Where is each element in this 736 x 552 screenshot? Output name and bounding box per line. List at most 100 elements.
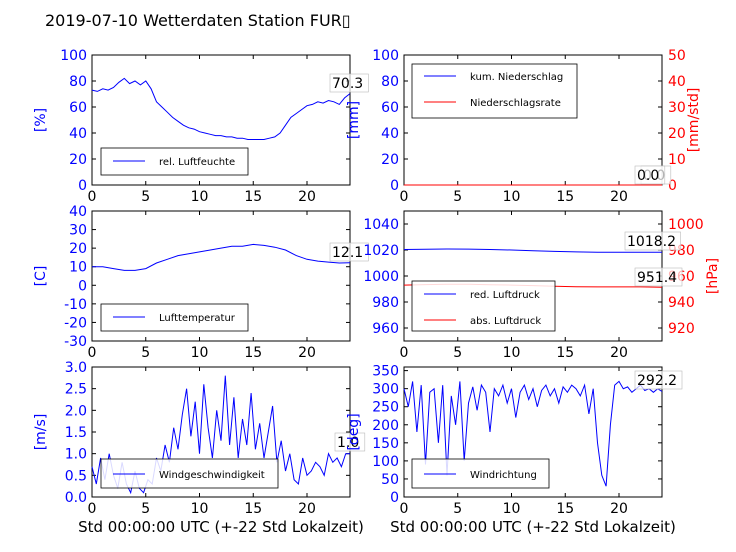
value-annotation: 1.0 bbox=[337, 435, 359, 451]
y-tick-label: 100 bbox=[60, 48, 87, 64]
y-tick-label-right: 920 bbox=[668, 321, 695, 337]
x-tick-label: 15 bbox=[244, 345, 262, 361]
y-tick-label: 1.0 bbox=[65, 447, 87, 463]
x-tick-label: 15 bbox=[244, 189, 262, 205]
x-tick-label: 5 bbox=[141, 501, 150, 517]
windspeed-panel: 0 5 10 15 20 0.0 0.5 1.0 1.5 2.0 2.5 3.0 [m/s] Windge… bbox=[33, 360, 366, 517]
x-tick-label: 5 bbox=[453, 501, 462, 517]
y-tick-label: 40 bbox=[69, 126, 87, 142]
value-annotation: 0.0 bbox=[637, 168, 659, 184]
y-tick-label-right: 1000 bbox=[668, 217, 704, 233]
humidity-panel: 0 5 10 15 20 0 20 40 60 80 100 [%] rel. Luftfeuchte 7… bbox=[33, 48, 369, 205]
y-axis-label: [C] bbox=[33, 266, 49, 287]
series-line-red-luftdruck bbox=[403, 248, 662, 253]
y-axis-label-right: [mm/std] bbox=[686, 88, 702, 153]
value-annotation-box bbox=[634, 165, 666, 185]
legend-label: kum. Niederschlag bbox=[470, 72, 563, 83]
y-tick-label: 20 bbox=[69, 241, 87, 257]
series-line-rel-luftfeuchte bbox=[91, 77, 351, 140]
y-tick-label: 0 bbox=[390, 178, 399, 194]
legend-label: red. Luftdruck bbox=[470, 290, 540, 301]
y-tick-label: 350 bbox=[372, 364, 399, 380]
y-tick-label: 980 bbox=[372, 295, 399, 311]
y-axis-label: [mm] bbox=[346, 101, 362, 139]
x-tick-label: 5 bbox=[141, 345, 150, 361]
x-tick-label: 5 bbox=[453, 345, 462, 361]
y-tick-label: 200 bbox=[372, 418, 399, 434]
y-tick-label: 0 bbox=[78, 278, 87, 294]
precipitation-panel: 0 5 10 15 20 0 20 40 60 80 100 0 10 20 30 40 50 [mm] [mm/s… bbox=[346, 48, 702, 205]
y-tick-label: 60 bbox=[69, 100, 87, 116]
y-tick-label: 0 bbox=[390, 490, 399, 506]
y-tick-label: 0 bbox=[78, 178, 87, 194]
y-tick-label: -10 bbox=[64, 297, 87, 313]
series-line-lufttemperatur bbox=[92, 243, 351, 271]
value-annotation-box bbox=[634, 267, 683, 287]
x-tick-label: 0 bbox=[400, 501, 409, 517]
x-tick-label: 20 bbox=[298, 345, 316, 361]
y-tick-label: 3.0 bbox=[65, 360, 87, 376]
legend-box bbox=[100, 147, 249, 176]
y-tick-label: 2.0 bbox=[65, 403, 87, 419]
legend-label: Niederschlagsrate bbox=[470, 98, 561, 109]
y-tick-label: 1.5 bbox=[65, 425, 87, 441]
y-tick-label: 100 bbox=[372, 454, 399, 470]
x-tick-label: 10 bbox=[503, 345, 521, 361]
x-tick-label: 15 bbox=[556, 345, 574, 361]
y-tick-label-right: 20 bbox=[668, 126, 686, 142]
y-tick-label: 80 bbox=[381, 74, 399, 90]
legend-label: Windrichtung bbox=[470, 470, 537, 481]
y-tick-label: 1040 bbox=[363, 217, 399, 233]
y-axis-label: [deg] bbox=[346, 413, 362, 450]
x-tick-label: 20 bbox=[610, 501, 628, 517]
x-tick-label: 0 bbox=[88, 501, 97, 517]
temperature-panel: 0 5 10 15 20 -30 -20 -10 0 10 20 30 40 [C] Lufttempera… bbox=[33, 204, 369, 361]
y-tick-label: -30 bbox=[64, 334, 87, 350]
x-axis-label-left: Std 00:00:00 UTC (+-22 Std Lokalzeit) bbox=[78, 518, 364, 536]
x-tick-label: 20 bbox=[610, 189, 628, 205]
value-annotation-box bbox=[334, 432, 366, 452]
y-tick-label: 50 bbox=[381, 472, 399, 488]
legend-box bbox=[411, 280, 556, 332]
y-tick-label: 10 bbox=[69, 260, 87, 276]
y-tick-label: 40 bbox=[381, 126, 399, 142]
winddirection-panel: 0 5 10 15 20050100150200250300350[deg]Windri… bbox=[346, 364, 683, 517]
x-tick-label: 15 bbox=[556, 189, 574, 205]
x-axis-label-right: Std 00:00:00 UTC (+-22 Std Lokalzeit) bbox=[390, 518, 676, 536]
value-annotation: 951.4 bbox=[637, 270, 677, 286]
value-annotation-box bbox=[624, 231, 681, 251]
value-annotation: 12.1 bbox=[332, 245, 363, 261]
x-tick-label: 20 bbox=[298, 189, 316, 205]
legend-label: abs. Luftdruck bbox=[470, 316, 541, 327]
y-tick-label-right: 10 bbox=[668, 152, 686, 168]
pressure-panel: 0510152096098010001020104092094096098010… bbox=[363, 210, 721, 361]
y-tick-label: 0.5 bbox=[65, 468, 87, 484]
y-axis-label: [m/s] bbox=[33, 414, 49, 451]
x-tick-label: 20 bbox=[298, 501, 316, 517]
y-tick-label: 250 bbox=[372, 400, 399, 416]
x-tick-label: 0 bbox=[400, 189, 409, 205]
y-tick-label-right: 940 bbox=[668, 295, 695, 311]
y-tick-label: 40 bbox=[69, 204, 87, 220]
y-tick-label: 20 bbox=[69, 152, 87, 168]
x-tick-label: 5 bbox=[141, 189, 150, 205]
x-tick-label: 10 bbox=[191, 189, 209, 205]
x-tick-label: 10 bbox=[191, 501, 209, 517]
value-annotation: 70.3 bbox=[332, 76, 363, 92]
y-tick-label: 80 bbox=[69, 74, 87, 90]
x-tick-label: 0 bbox=[88, 189, 97, 205]
x-tick-label: 15 bbox=[244, 501, 262, 517]
y-tick-label: 100 bbox=[372, 48, 399, 64]
y-tick-label: 1000 bbox=[363, 269, 399, 285]
y-tick-label: 0.0 bbox=[65, 490, 87, 506]
y-tick-label: 150 bbox=[372, 436, 399, 452]
x-tick-label: 5 bbox=[453, 189, 462, 205]
y-tick-label: 2.5 bbox=[65, 382, 87, 398]
legend-label: rel. Luftfeuchte bbox=[159, 157, 235, 168]
y-tick-label: -20 bbox=[64, 315, 87, 331]
y-tick-label-right: 0 bbox=[668, 178, 677, 194]
x-tick-label: 10 bbox=[503, 189, 521, 205]
y-tick-label: 960 bbox=[372, 321, 399, 337]
legend-label: Lufttemperatur bbox=[159, 313, 236, 324]
y-axis-label-right: [hPa] bbox=[705, 258, 721, 294]
